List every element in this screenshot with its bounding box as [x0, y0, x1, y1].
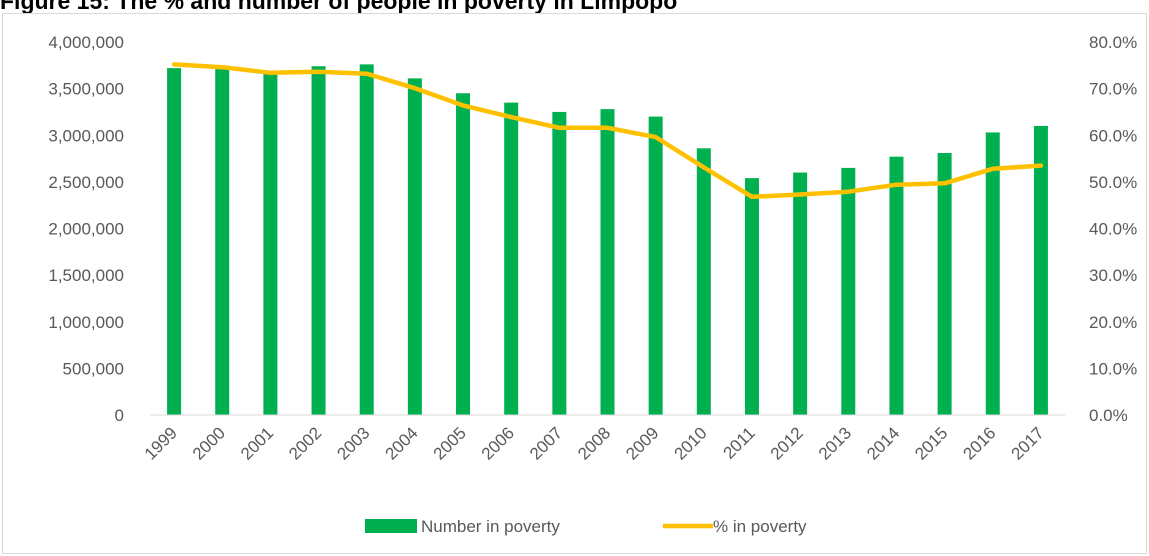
bar-2008 — [600, 109, 615, 415]
bar-2010 — [696, 148, 711, 415]
bar-2002 — [311, 66, 326, 416]
legend-swatch-number-in-poverty — [365, 519, 417, 533]
bar-2007 — [552, 111, 567, 415]
x-axis-ticks: 1999 2000 2001 2002 2003 2004 2005 2006 2007 2008… — [141, 423, 1048, 463]
x-tick-label: 2012 — [767, 423, 807, 463]
bar-2013 — [841, 167, 856, 415]
right-tick-label: 80.0% — [1089, 33, 1137, 52]
left-tick-label: 3,500,000 — [48, 80, 124, 99]
x-tick-label: 2011 — [720, 423, 759, 462]
left-tick-label: 4,000,000 — [48, 33, 124, 52]
x-tick-label: 2008 — [574, 423, 614, 463]
left-tick-label: 1,000,000 — [48, 313, 124, 332]
bar-2012 — [793, 172, 808, 415]
bars-layer — [167, 64, 1048, 416]
right-tick-label: 30.0% — [1089, 266, 1137, 285]
right-tick-label: 50.0% — [1089, 173, 1137, 192]
right-tick-label: 20.0% — [1089, 313, 1137, 332]
x-tick-label: 2010 — [670, 423, 710, 463]
x-tick-label: 2009 — [622, 423, 662, 463]
x-tick-label: 2003 — [333, 423, 373, 463]
x-tick-label: 2004 — [382, 423, 422, 463]
line-layer — [171, 62, 1044, 200]
left-tick-label: 3,000,000 — [48, 126, 124, 145]
bar-2001 — [263, 70, 278, 415]
bar-2009 — [648, 116, 663, 415]
left-axis-ticks: 0 500,000 1,000,000 1,500,000 2,000,000 2,500… — [48, 33, 124, 425]
bar-2000 — [215, 68, 230, 416]
bar-2005 — [456, 93, 471, 415]
bar-2011 — [744, 178, 759, 415]
x-tick-label: 2013 — [815, 423, 855, 463]
x-tick-label: 2015 — [911, 423, 951, 463]
x-tick-label: 2001 — [237, 423, 277, 463]
right-tick-label: 70.0% — [1089, 80, 1137, 99]
legend-label-number-in-poverty: Number in poverty — [421, 517, 560, 536]
right-tick-label: 10.0% — [1089, 359, 1137, 378]
x-tick-label: 2000 — [189, 423, 229, 463]
right-tick-label: 60.0% — [1089, 126, 1137, 145]
left-tick-label: 1,500,000 — [48, 266, 124, 285]
x-tick-label: 2016 — [959, 423, 999, 463]
left-tick-label: 2,500,000 — [48, 173, 124, 192]
bar-2014 — [889, 156, 904, 415]
legend: Number in poverty % in poverty — [365, 517, 807, 536]
line-pct-in-poverty — [171, 62, 1044, 200]
bar-2015 — [937, 152, 952, 415]
bar-2006 — [504, 102, 519, 416]
left-tick-label: 0 — [115, 406, 124, 425]
x-tick-label: 2002 — [285, 423, 325, 463]
chart-area — [2, 13, 1147, 554]
x-tick-label: 1999 — [141, 423, 181, 463]
left-tick-label: 500,000 — [63, 359, 124, 378]
x-tick-label: 2007 — [526, 423, 566, 463]
right-tick-label: 40.0% — [1089, 220, 1137, 239]
bar-2017 — [1033, 125, 1048, 416]
bar-1999 — [167, 68, 182, 416]
right-axis-ticks: 0.0% 10.0% 20.0% 30.0% 40.0% 50.0% 60.0% 70.0% 8… — [1089, 33, 1137, 425]
x-tick-label: 2017 — [1008, 423, 1048, 463]
x-tick-label: 2006 — [478, 423, 518, 463]
figure-title: Figure 15: The % and number of people in… — [0, 0, 678, 14]
left-tick-label: 2,000,000 — [48, 220, 124, 239]
bar-2004 — [407, 78, 422, 416]
legend-label-pct-in-poverty: % in poverty — [713, 517, 807, 536]
x-tick-label: 2014 — [863, 423, 903, 463]
x-tick-label: 2005 — [430, 423, 470, 463]
bar-2003 — [359, 64, 374, 415]
right-tick-label: 0.0% — [1089, 406, 1128, 425]
bar-2016 — [985, 132, 1000, 415]
